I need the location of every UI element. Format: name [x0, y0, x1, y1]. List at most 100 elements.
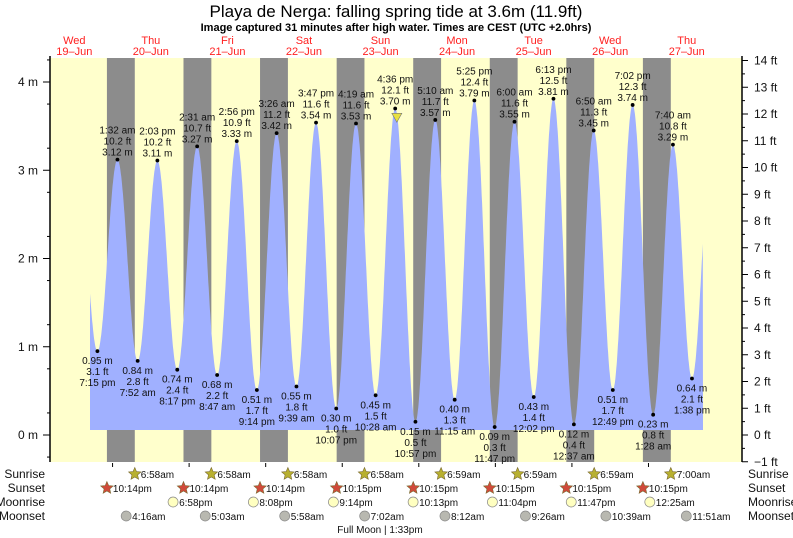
- sunrise-time: 6:59am: [524, 470, 557, 481]
- tide-label-line3: 3.12 m: [102, 148, 133, 159]
- tide-area: [90, 98, 703, 431]
- tide-label-line1: 0.84 m: [122, 366, 153, 377]
- sunrise-star-icon: [663, 466, 678, 480]
- sunrise-star-icon: [204, 466, 219, 480]
- low-tide-point: [254, 388, 259, 392]
- high-tide-point: [115, 157, 120, 162]
- tide-label-line1: 0.45 m: [360, 400, 391, 411]
- day-date-label: 27–Jun: [669, 46, 705, 58]
- moonrise-time: 11:04pm: [498, 498, 536, 509]
- tide-label-line3: 11:15 am: [434, 427, 475, 438]
- high-tide-point: [274, 131, 279, 136]
- moonset-time: 9:26am: [531, 512, 564, 523]
- tide-label-line1: 0.15 m: [400, 427, 431, 438]
- tide-label-line3: 3.54 m: [301, 111, 332, 122]
- sunset-time: 10:14pm: [113, 484, 152, 495]
- high-tide-point: [234, 139, 239, 144]
- moonset-time: 5:03am: [211, 512, 244, 523]
- high-tide-point: [155, 158, 160, 163]
- moonset-moon-icon: [279, 510, 291, 522]
- tide-label-line2: 12.5 ft: [540, 76, 568, 87]
- sunrise-star-icon: [434, 466, 449, 480]
- tide-label-line2: 10.8 ft: [659, 122, 687, 133]
- sunset-star-icon: [635, 480, 650, 494]
- moon-phase-label: Full Moon | 1:33pm: [337, 525, 422, 536]
- tide-label-line3: 3.53 m: [341, 111, 372, 122]
- tide-label-line3: 3.57 m: [420, 108, 451, 119]
- tide-label-line1: 0.09 m: [479, 432, 510, 443]
- sunrise-time: 7:00am: [677, 470, 710, 481]
- low-tide-point: [294, 384, 299, 389]
- tide-label-line1: 4:19 am: [338, 89, 374, 100]
- low-tide-point: [651, 412, 656, 417]
- day-name-label: Thu: [677, 35, 696, 47]
- tide-label-line2: 10.9 ft: [223, 118, 251, 129]
- right-axis-tick-label: 6 ft: [754, 268, 771, 282]
- tide-label-line3: 12:37 am: [553, 451, 595, 462]
- right-axis-tick-label: 13 ft: [754, 80, 778, 94]
- right-axis-tick-label: 1 ft: [754, 401, 771, 415]
- day-date-label: 22–Jun: [286, 46, 322, 58]
- tide-label-line1: 2:31 am: [179, 112, 215, 123]
- right-axis-tick-label: 10 ft: [754, 161, 778, 175]
- moonset-moon-icon: [199, 510, 211, 522]
- high-tide-point: [195, 144, 200, 149]
- sunrise-time: 6:59am: [447, 470, 480, 481]
- sunset-star-icon: [253, 480, 267, 494]
- low-tide-point: [373, 393, 378, 398]
- tide-label-line3: 3.45 m: [578, 119, 609, 130]
- moonset-time: 4:16am: [132, 512, 165, 523]
- right-axis-tick-label: 4 ft: [754, 321, 771, 335]
- high-tide-point: [551, 96, 556, 101]
- high-tide-point: [393, 106, 398, 111]
- sunset-time: 10:15pm: [572, 484, 611, 495]
- high-tide-point: [512, 119, 517, 124]
- moonset-moon-icon: [359, 510, 371, 522]
- moonset-moon-icon: [120, 510, 132, 522]
- right-axis-tick-label: 9 ft: [754, 187, 771, 201]
- tide-label-line1: 0.51 m: [242, 395, 273, 406]
- high-tide-point: [472, 98, 477, 103]
- tide-label-line3: 3.74 m: [617, 93, 648, 104]
- high-tide-point: [354, 121, 358, 126]
- sunrise-star-icon: [357, 466, 372, 480]
- tide-label-line1: 7:40 am: [655, 111, 691, 122]
- tide-label-line1: 3:26 am: [259, 99, 295, 110]
- tide-label-line3: 3.29 m: [658, 133, 689, 144]
- tide-label-line3: 9:14 pm: [239, 417, 275, 428]
- right-axis-tick-label: 11 ft: [754, 134, 777, 148]
- tide-label-line2: 11.7 ft: [422, 97, 449, 108]
- tide-label-line3: 10:57 pm: [395, 449, 437, 460]
- low-tide-point: [610, 388, 615, 392]
- moonrise-moon-icon: [328, 496, 339, 508]
- current-tide-marker: [391, 113, 403, 123]
- tide-label-line3: 9:39 am: [278, 413, 314, 424]
- tide-label-line2: 2.8 ft: [127, 377, 149, 388]
- tide-label-line1: 6:00 am: [496, 88, 532, 99]
- tide-label-line3: 12:02 pm: [513, 424, 555, 435]
- moonset-moon-icon: [520, 510, 531, 522]
- low-tide-point: [135, 358, 140, 363]
- day-date-label: 25–Jun: [516, 46, 552, 58]
- day-name-label: Wed: [599, 35, 621, 47]
- tide-label-line3: 10:07 pm: [315, 436, 357, 447]
- sunrise-star-icon: [127, 466, 142, 480]
- day-name-label: Sun: [371, 35, 391, 47]
- day-name-label: Mon: [446, 35, 467, 47]
- day-name-label: Thu: [141, 35, 160, 47]
- tide-label-line2: 1.7 ft: [602, 406, 624, 417]
- day-date-label: 23–Jun: [362, 46, 398, 58]
- moonrise-moon-icon: [167, 496, 179, 508]
- moonrise-moon-icon: [247, 496, 259, 508]
- day-name-label: Wed: [63, 35, 85, 47]
- sunset-star-icon: [176, 480, 191, 494]
- tide-label-line3: 10:28 am: [355, 422, 397, 433]
- tide-label-line2: 0.8 ft: [642, 431, 664, 442]
- low-tide-point: [492, 425, 497, 429]
- sunset-time: 10:15pm: [419, 484, 458, 495]
- tide-label-line3: 3.27 m: [182, 134, 213, 145]
- high-tide-point: [314, 120, 318, 125]
- sunset-star-icon: [482, 480, 497, 494]
- tide-label-line3: 3.11 m: [142, 149, 172, 160]
- tide-label-line2: 12.1 ft: [381, 85, 409, 96]
